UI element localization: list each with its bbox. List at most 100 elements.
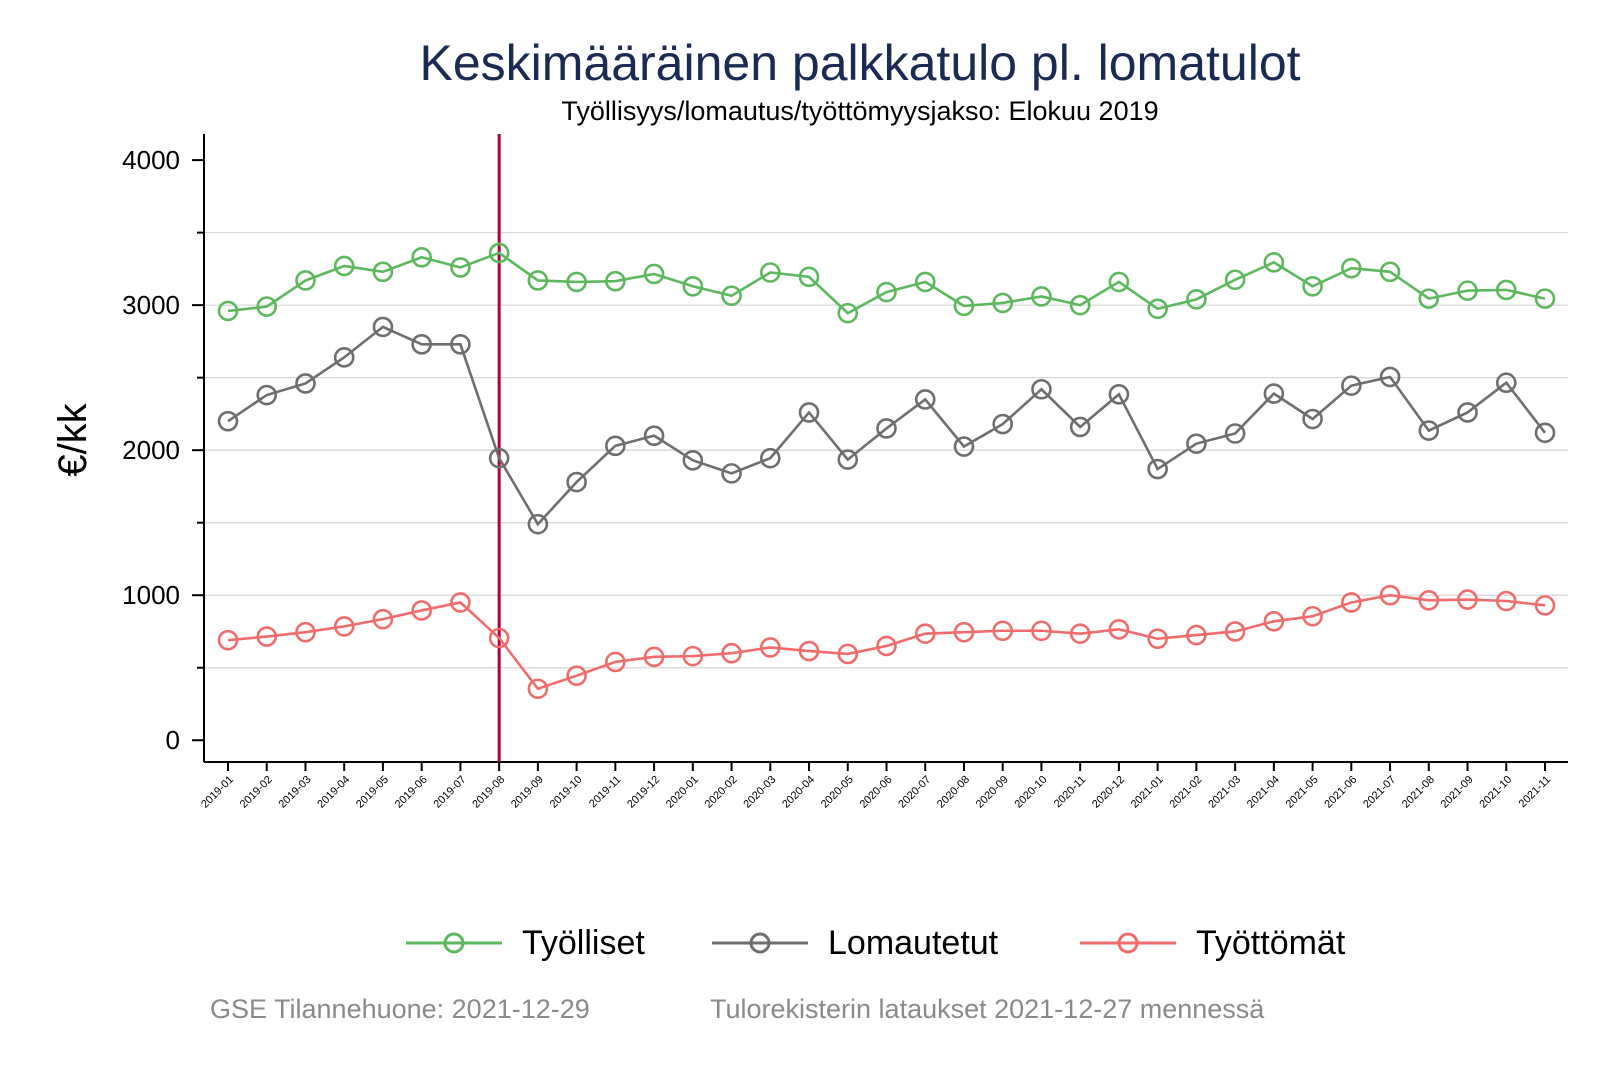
- series-line: [227, 251, 1546, 315]
- y-tick-label: 0: [166, 725, 180, 755]
- legend-swatch-tyottomat: [1080, 932, 1176, 954]
- data-point: [527, 678, 549, 700]
- legend: Työlliset Lomautetut Työttömät: [0, 918, 1600, 968]
- data-point: [1418, 420, 1440, 441]
- x-tick-label: 2019-09: [509, 774, 546, 811]
- y-axis-label: €/kk: [51, 402, 95, 476]
- data-point: [1418, 589, 1440, 611]
- data-point: [721, 285, 742, 307]
- data-point: [1534, 595, 1556, 616]
- data-point: [643, 646, 665, 668]
- data-point: [1263, 611, 1285, 632]
- series-line: [227, 325, 1547, 527]
- data-point: [566, 665, 587, 687]
- data-point: [1263, 252, 1285, 273]
- legend-item-tyottomat: Työttömät: [1078, 918, 1345, 968]
- x-tick-label: 2021-05: [1284, 774, 1321, 811]
- data-point: [605, 651, 626, 673]
- data-point: [1031, 620, 1052, 642]
- data-point: [333, 347, 355, 368]
- data-point: [1263, 383, 1285, 404]
- x-tick-label: 2020-08: [935, 774, 972, 811]
- x-tick-label: 2021-01: [1129, 774, 1166, 811]
- data-point: [876, 281, 897, 303]
- series-1: [217, 316, 1556, 535]
- data-point: [1186, 624, 1207, 646]
- y-tick-label: 4000: [122, 145, 180, 175]
- legend-swatch-lomautetut: [712, 932, 808, 954]
- data-point: [217, 629, 239, 651]
- data-point: [295, 270, 316, 291]
- legend-label-tyottomat: Työttömät: [1196, 923, 1346, 962]
- data-point: [256, 296, 278, 317]
- data-point: [914, 389, 936, 410]
- data-point: [450, 334, 471, 355]
- data-point: [1224, 269, 1246, 291]
- y-tick-label: 1000: [122, 580, 180, 610]
- x-tick-label: 2019-06: [393, 774, 430, 811]
- data-point: [1495, 372, 1517, 394]
- data-point: [527, 270, 549, 291]
- data-point: [759, 262, 781, 283]
- data-point: [372, 261, 394, 283]
- data-point: [1457, 589, 1478, 610]
- data-point: [682, 275, 704, 297]
- data-point: [759, 637, 781, 658]
- x-tick-label: 2019-08: [470, 774, 507, 811]
- series-0: [217, 242, 1556, 324]
- footer-source: GSE Tilannehuone: 2021-12-29: [210, 994, 590, 1024]
- data-point: [1418, 288, 1440, 309]
- legend-label-lomautetut: Lomautetut: [828, 923, 999, 962]
- x-tick-label: 2020-12: [1090, 774, 1127, 811]
- x-tick-label: 2021-08: [1400, 774, 1437, 811]
- chart-title: Keskimääräinen palkkatulo pl. lomatulot: [419, 35, 1301, 91]
- data-point: [1224, 423, 1246, 444]
- x-tick-label: 2020-05: [819, 774, 856, 811]
- data-point: [295, 621, 316, 643]
- data-point: [488, 627, 510, 649]
- x-tick-label: 2019-11: [587, 774, 623, 810]
- x-tick-label: 2021-04: [1245, 774, 1282, 811]
- data-point: [1341, 592, 1362, 613]
- data-point: [333, 255, 355, 277]
- data-point: [1031, 378, 1052, 400]
- x-tick-label: 2019-05: [354, 774, 391, 811]
- data-point: [1302, 605, 1323, 627]
- x-tick-label: 2020-04: [780, 774, 817, 811]
- data-point: [837, 643, 859, 665]
- data-point: [1302, 275, 1323, 297]
- data-point: [488, 242, 510, 264]
- data-point: [605, 435, 626, 457]
- data-point: [876, 635, 897, 657]
- data-point: [372, 316, 394, 338]
- x-tick-label: 2020-11: [1052, 774, 1088, 810]
- data-point: [1379, 366, 1401, 388]
- data-point: [798, 640, 820, 662]
- data-point: [1534, 288, 1556, 309]
- data-point: [295, 373, 316, 394]
- data-point: [953, 295, 975, 317]
- data-point: [1069, 623, 1091, 644]
- data-point: [914, 623, 936, 644]
- x-tick-label: 2021-03: [1206, 774, 1243, 811]
- data-point: [450, 592, 471, 613]
- data-point: [876, 418, 897, 439]
- x-tick-label: 2019-02: [238, 774, 275, 811]
- data-point: [1031, 286, 1052, 307]
- x-tick-label: 2021-10: [1477, 774, 1514, 811]
- data-point: [914, 271, 936, 293]
- x-tick-label: 2019-03: [277, 774, 314, 811]
- data-point: [798, 402, 820, 423]
- data-point: [1495, 279, 1517, 301]
- data-point: [1379, 261, 1401, 283]
- data-point: [1186, 289, 1207, 310]
- data-point: [411, 334, 432, 355]
- x-tick-label: 2021-02: [1167, 774, 1204, 811]
- legend-label-tyolliset: Työlliset: [522, 923, 645, 962]
- y-tick-label: 3000: [122, 290, 180, 320]
- data-point: [256, 626, 278, 647]
- data-point: [333, 616, 355, 637]
- data-point: [992, 292, 1014, 314]
- data-point: [1147, 458, 1168, 480]
- x-tick-label: 2021-09: [1439, 774, 1476, 811]
